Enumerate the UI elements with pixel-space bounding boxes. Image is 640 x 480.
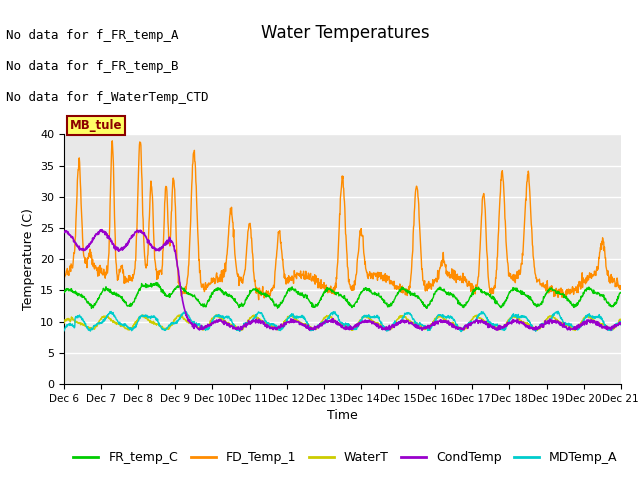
Text: Water Temperatures: Water Temperatures (261, 24, 430, 42)
Legend: FR_temp_C, FD_Temp_1, WaterT, CondTemp, MDTemp_A: FR_temp_C, FD_Temp_1, WaterT, CondTemp, … (68, 446, 623, 469)
Y-axis label: Temperature (C): Temperature (C) (22, 208, 35, 310)
Text: MB_tule: MB_tule (70, 119, 122, 132)
Text: No data for f_WaterTemp_CTD: No data for f_WaterTemp_CTD (6, 91, 209, 104)
Text: No data for f_FR_temp_B: No data for f_FR_temp_B (6, 60, 179, 73)
X-axis label: Time: Time (327, 409, 358, 422)
Text: No data for f_FR_temp_A: No data for f_FR_temp_A (6, 29, 179, 42)
